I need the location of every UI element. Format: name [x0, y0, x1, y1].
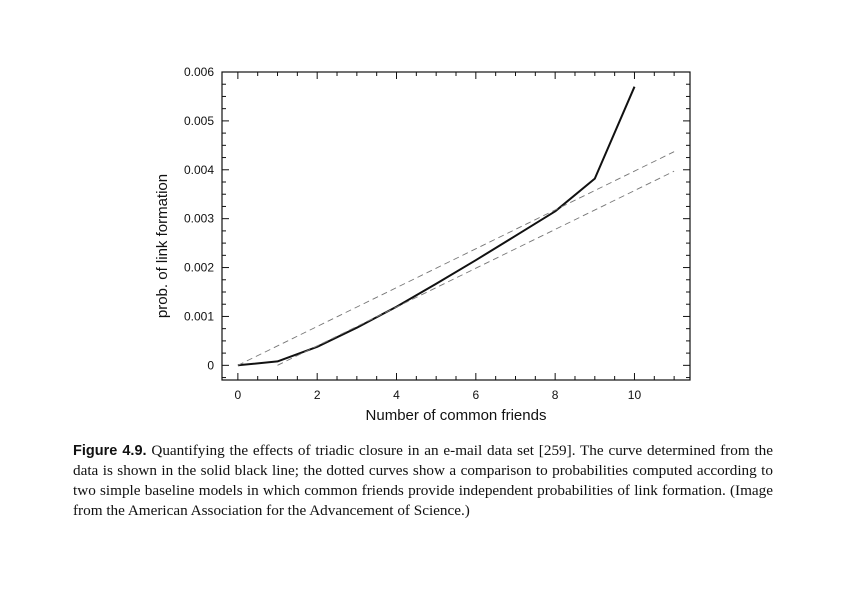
- y-tick-label: 0.005: [184, 114, 214, 128]
- x-tick-label: 8: [552, 388, 559, 402]
- baseline-model-line-1: [237, 151, 675, 366]
- y-axis-title: prob. of link formation: [154, 174, 171, 318]
- y-tick-label: 0.004: [184, 163, 214, 177]
- x-axis-ticks: 0 2 4 6 8 10: [235, 72, 675, 402]
- x-tick-label: 10: [628, 388, 642, 402]
- plot-marks: [237, 86, 675, 367]
- baseline-model-line-2: [277, 170, 675, 366]
- figure-caption: Figure 4.9. Quantifying the effects of t…: [73, 441, 773, 521]
- line-chart: 0 2 4 6 8 10 00.0010.0020.0030.0040.0050.006 …: [154, 65, 691, 424]
- y-tick-label: 0.006: [184, 65, 214, 79]
- caption-text: Quantifying the effects of triadic closu…: [73, 442, 773, 519]
- figure-label: Figure 4.9.: [73, 443, 147, 459]
- data-series-line: [237, 86, 636, 367]
- x-tick-label: 4: [393, 388, 400, 402]
- y-tick-label: 0.002: [184, 261, 214, 275]
- plot-frame: [221, 71, 691, 381]
- x-tick-label: 2: [314, 388, 321, 402]
- x-axis-title: Number of common friends: [366, 407, 547, 424]
- y-tick-label: 0.003: [184, 212, 214, 226]
- y-tick-label: 0: [207, 358, 214, 372]
- y-axis-ticks: 0 0.001 0.002 0.003 0.004 0.005 0.006: [184, 65, 690, 379]
- x-tick-label: 0: [235, 388, 242, 402]
- y-tick-label: 0.001: [184, 309, 214, 323]
- x-tick-label: 6: [472, 388, 479, 402]
